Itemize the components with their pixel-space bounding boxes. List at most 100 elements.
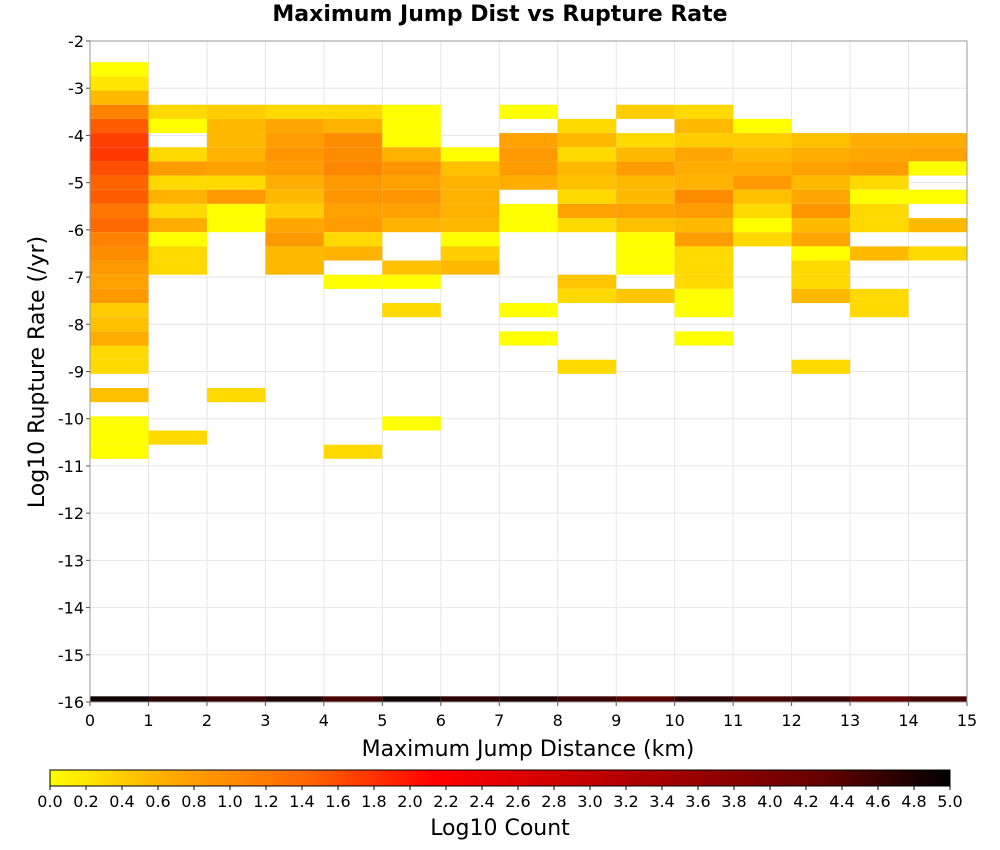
- heatmap-cell: [557, 288, 617, 304]
- heatmap-cell: [382, 203, 441, 219]
- heatmap-cell: [90, 260, 149, 275]
- heatmap-cell: [616, 161, 675, 176]
- x-tick-label: 1: [143, 711, 153, 730]
- heatmap-cell: [440, 232, 500, 247]
- x-tick-label: 13: [840, 711, 860, 730]
- heatmap-cells: [90, 62, 967, 702]
- heatmap-cell: [791, 203, 851, 219]
- y-tick-label: -7: [68, 268, 84, 287]
- heatmap-cell: [323, 147, 383, 162]
- heatmap-cell: [733, 118, 792, 134]
- heatmap-cell: [850, 246, 909, 261]
- heatmap-cell: [557, 218, 617, 233]
- heatmap-cell: [265, 175, 324, 190]
- heatmap-cell: [90, 246, 149, 261]
- heatmap-cell: [499, 175, 558, 190]
- colorbar-tick-label: 0.2: [73, 792, 98, 811]
- colorbar-tick-label: 3.6: [685, 792, 710, 811]
- heatmap-cell: [265, 246, 324, 261]
- heatmap-cell: [265, 203, 324, 219]
- x-tick-label: 10: [664, 711, 684, 730]
- y-tick-label: -16: [58, 693, 84, 712]
- heatmap-cell: [791, 232, 851, 247]
- heatmap-cell: [440, 246, 500, 261]
- colorbar-tick-label: 2.8: [541, 792, 566, 811]
- heatmap-cell: [148, 260, 207, 275]
- heatmap-cell: [616, 696, 675, 702]
- heatmap-cell: [674, 246, 734, 261]
- heatmap-cell: [323, 246, 383, 261]
- x-tick-label: 6: [436, 711, 446, 730]
- y-tick-label: -9: [68, 363, 84, 382]
- heatmap-cell: [557, 359, 617, 374]
- heatmap-cell: [616, 246, 675, 261]
- heatmap-cell: [148, 430, 207, 445]
- heatmap-cell: [323, 104, 383, 119]
- heatmap-cell: [850, 175, 909, 190]
- colorbar-label: Log10 Count: [430, 816, 570, 841]
- x-tick-label: 0: [85, 711, 95, 730]
- heatmap-cell: [616, 288, 675, 304]
- heatmap-cell: [90, 161, 149, 176]
- heatmap-cell: [148, 696, 207, 702]
- heatmap-cell: [557, 147, 617, 162]
- y-tick-label: -8: [68, 315, 84, 334]
- heatmap-cell: [90, 76, 149, 91]
- x-tick-label: 15: [957, 711, 977, 730]
- heatmap-cell: [323, 696, 383, 702]
- x-tick-label: 5: [377, 711, 387, 730]
- heatmap-cell: [440, 218, 500, 233]
- x-tick-label: 9: [611, 711, 621, 730]
- heatmap-cell: [323, 203, 383, 219]
- colorbar-tick-label: 2.6: [505, 792, 530, 811]
- heatmap-cell: [908, 218, 967, 233]
- colorbar-tick-label: 4.8: [901, 792, 926, 811]
- y-tick-label: -5: [68, 174, 84, 193]
- heatmap-cell: [440, 696, 500, 702]
- heatmap-cell: [382, 189, 441, 204]
- heatmap-cell: [265, 232, 324, 247]
- heatmap-cell: [499, 303, 558, 318]
- heatmap-cell: [733, 147, 792, 162]
- heatmap-cell: [674, 203, 734, 219]
- heatmap-cell: [323, 175, 383, 190]
- y-tick-label: -2: [68, 32, 84, 51]
- heatmap-cell: [850, 696, 909, 702]
- colorbar-tick-label: 1.8: [361, 792, 386, 811]
- y-tick-label: -14: [58, 599, 84, 618]
- y-tick-label: -10: [58, 410, 84, 429]
- heatmap-cell: [908, 147, 967, 162]
- heatmap-cell: [90, 388, 149, 403]
- heatmap-cell: [791, 359, 851, 374]
- heatmap-cell: [90, 274, 149, 289]
- heatmap-cell: [499, 203, 558, 219]
- heatmap-cell: [850, 303, 909, 318]
- heatmap-cell: [791, 218, 851, 233]
- heatmap-cell: [90, 317, 149, 332]
- x-axis-ticks: 0 1 2 3 4 5 6 7 8 9 10 11 12 13 14 15: [85, 702, 977, 730]
- heatmap-cell: [850, 218, 909, 233]
- heatmap-cell: [148, 218, 207, 233]
- heatmap-cell: [850, 133, 909, 148]
- heatmap-cell: [206, 696, 266, 702]
- heatmap-cell: [733, 218, 792, 233]
- heatmap-cell: [674, 218, 734, 233]
- y-tick-label: -6: [68, 221, 84, 240]
- heatmap-cell: [382, 118, 441, 134]
- heatmap-cell: [440, 161, 500, 176]
- heatmap-cell: [323, 118, 383, 134]
- heatmap-cell: [90, 189, 149, 204]
- heatmap-cell: [616, 175, 675, 190]
- y-axis-label: Log10 Rupture Rate (/yr): [25, 236, 50, 508]
- x-tick-label: 4: [319, 711, 329, 730]
- heatmap-cell: [148, 203, 207, 219]
- heatmap-cell: [616, 218, 675, 233]
- heatmap-cell: [90, 430, 149, 445]
- heatmap-cell: [206, 203, 266, 219]
- heatmap-cell: [90, 175, 149, 190]
- colorbar-tick-label: 2.2: [433, 792, 458, 811]
- heatmap-cell: [382, 416, 441, 431]
- heatmap-cell: [674, 260, 734, 275]
- heatmap-cell: [791, 696, 851, 702]
- heatmap-cell: [791, 260, 851, 275]
